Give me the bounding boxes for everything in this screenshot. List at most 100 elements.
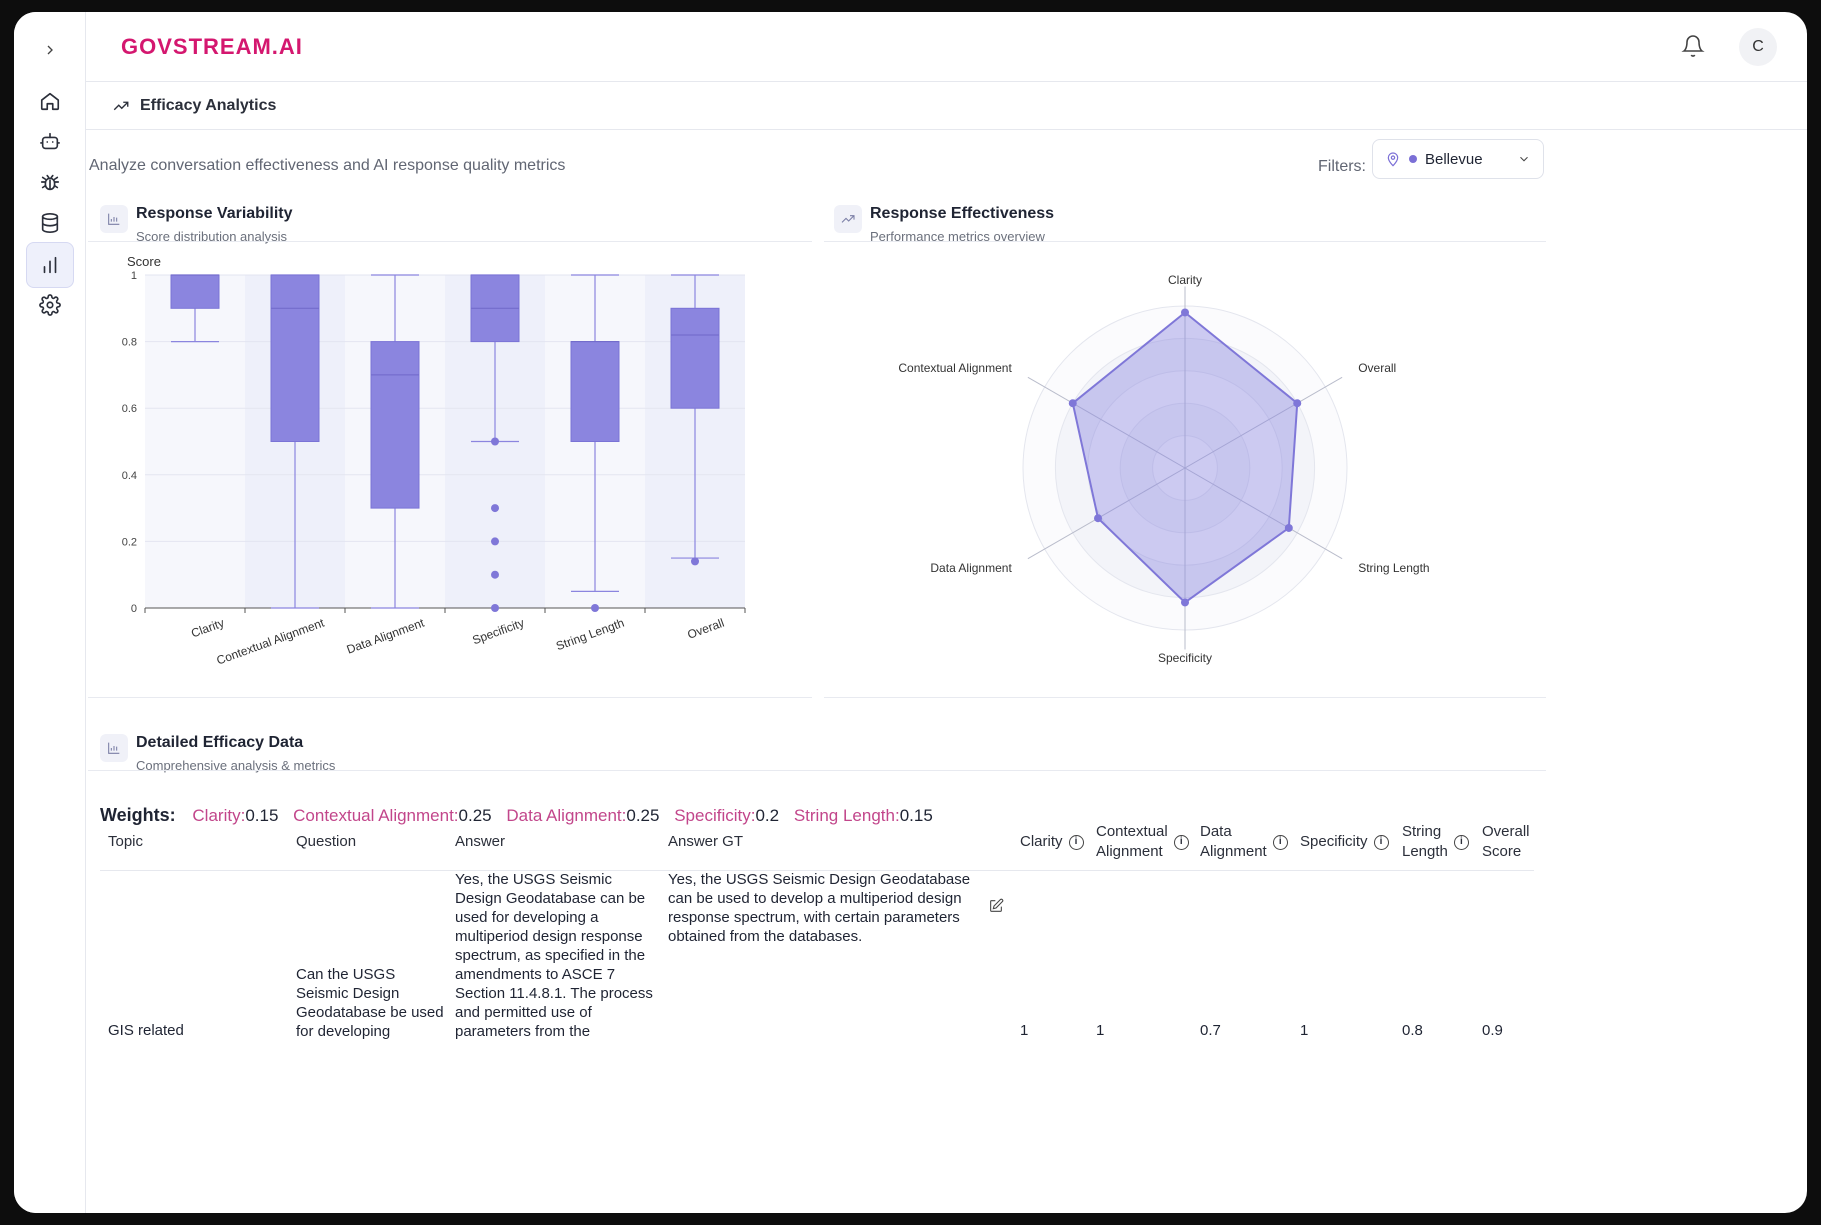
location-filter-select[interactable]: Bellevue [1372,139,1544,179]
radar-point [1284,523,1293,532]
column-header-overall-score[interactable]: Overall Score [1482,822,1530,862]
x-tick-label: Overall [686,616,727,642]
cell-answer-gt: Yes, the USGS Seismic Design Geodatabase… [668,871,971,945]
radar-axis-label: String Length [1358,561,1429,575]
column-header-contextual-alignment[interactable]: Contextual Alignment i [1096,822,1189,862]
radar-axis-label: Specificity [1158,651,1212,665]
edit-icon[interactable] [988,898,1004,914]
box [170,274,220,309]
cell-contextual-alignment: 1 [1096,1022,1105,1039]
y-tick-label: 0.6 [122,403,137,415]
avatar[interactable]: C [1739,28,1777,66]
app-window: GOVSTREAM.AI C Efficacy Analytics [14,12,1807,1213]
sidebar-expand-button[interactable] [34,34,66,66]
trending-up-icon [841,215,855,223]
map-pin-icon [1387,152,1399,167]
sidebar-item-data[interactable] [26,200,74,246]
x-tick-label: String Length [554,616,626,654]
header-label: Contextual [1096,823,1168,840]
header-label: Topic [108,833,144,850]
sidebar-item-bots[interactable] [26,119,74,165]
x-tick-label: Clarity [189,616,226,641]
notifications-button[interactable] [1681,34,1709,62]
trending-up-icon [113,101,129,110]
header-label: Answer [455,833,506,850]
box [370,341,420,509]
column-header-specificity[interactable]: Specificity i [1300,832,1389,852]
y-tick-label: 0 [131,603,137,615]
column-header-clarity[interactable]: Clarity i [1020,832,1084,852]
chart-icon-box [100,205,128,233]
bar-chart-icon [43,256,57,274]
weight-key: Clarity: [192,806,246,825]
page-subtitle: Analyze conversation effectiveness and A… [89,157,566,174]
weight-key: Specificity: [674,806,756,825]
divider [824,697,1546,698]
radar-axis-label: Overall [1358,361,1396,375]
weights-row: Weights: Clarity:0.15 Contextual Alignme… [100,805,943,826]
column-header-answer-gt[interactable]: Answer GT [668,832,743,852]
column-header-question[interactable]: Question [296,832,356,852]
filters-label: Filters: [1318,158,1366,175]
box [270,274,320,442]
cell-specificity: 1 [1300,1022,1309,1039]
page-title: Efficacy Analytics [140,96,277,114]
chevron-right-icon [47,45,53,55]
weight-value: 0.25 [458,806,492,825]
radar-spoke [1184,376,1343,469]
info-icon[interactable]: i [1068,834,1084,850]
radar-spoke [1027,467,1186,560]
bar-chart-icon [108,213,120,225]
bot-icon [40,132,60,150]
radar-chart: Clarity Overall String Length Specificity Da… [898,273,1429,665]
header-label: Answer GT [668,833,744,850]
column-header-string-length[interactable]: String Length i [1402,822,1469,862]
x-tick-label: Specificity [470,616,526,648]
divider [824,241,1546,242]
logo[interactable]: GOVSTREAM.AI [121,34,303,59]
outlier-point [491,604,499,612]
detail-card-header: Detailed Efficacy Data Comprehensive ana… [100,732,335,788]
home-icon [40,92,60,111]
info-icon[interactable]: i [1272,834,1288,850]
info-icon[interactable]: i [1173,834,1189,850]
divider [88,697,812,698]
table-header-divider [100,870,1534,871]
header-label: Score [1482,843,1522,860]
bug-icon [40,174,60,191]
weight-key: Data Alignment: [506,806,627,825]
header-label: Specificity [1300,833,1368,850]
weights-label: Weights: [100,805,176,825]
sidebar-item-analytics[interactable] [26,242,74,288]
variability-card-header: Response Variability Score distribution … [100,203,293,259]
filter-dot [1409,155,1417,163]
info-icon[interactable]: i [1453,834,1469,850]
sidebar [14,12,86,1213]
sidebar-item-home[interactable] [26,78,74,124]
radar-axis-label: Contextual Alignment [898,361,1012,375]
sidebar-item-settings[interactable] [26,282,74,328]
cell-question: Can the USGS Seismic Design Geodatabase … [296,966,444,1040]
detail-subtitle: Comprehensive analysis & metrics [136,758,336,773]
radar-spoke [1027,376,1186,469]
column-header-data-alignment[interactable]: Data Alignment i [1200,822,1288,862]
radar-point [1094,514,1103,523]
column-header-topic[interactable]: Topic [108,832,143,852]
effectiveness-title: Response Effectiveness [870,205,1055,222]
variability-title: Response Variability [136,205,293,222]
sidebar-item-debug[interactable] [26,159,74,205]
info-icon[interactable]: i [1373,834,1389,850]
divider [88,770,1546,771]
y-tick-label: 0.8 [122,337,137,349]
top-bar: GOVSTREAM.AI C [86,12,1807,82]
effectiveness-subtitle: Performance metrics overview [870,229,1045,244]
chevron-down-icon [1520,156,1528,162]
cell-overall-score: 0.9 [1482,1022,1503,1039]
radar-spoke [1184,467,1343,560]
gear-icon [39,294,61,316]
weight-value: 0.15 [899,806,933,825]
weight-value: 0.25 [626,806,660,825]
cell-clarity: 1 [1020,1022,1029,1039]
column-header-answer[interactable]: Answer [455,832,505,852]
breadcrumb: Efficacy Analytics [86,82,1807,130]
